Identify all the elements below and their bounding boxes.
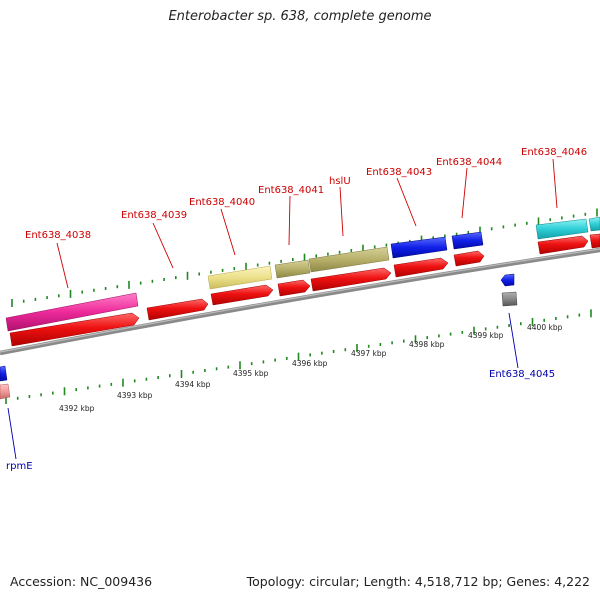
map-title: Enterobacter sp. 638, complete genome — [168, 9, 432, 24]
scale-label: 4397 kbp — [351, 349, 387, 358]
genome-backbone-highlight — [0, 248, 600, 353]
gene-labels-forward: Ent638_4038 Ent638_4039 Ent638_4040 Ent6… — [25, 147, 587, 241]
scale-label: 4400 kbp — [527, 323, 563, 332]
genome-summary: Topology: circular; Length: 4,518,712 bp… — [246, 574, 590, 589]
gene-block[interactable] — [588, 216, 600, 232]
gene-block[interactable] — [308, 246, 390, 273]
cds-arrow[interactable] — [210, 284, 274, 306]
gene-label[interactable]: Ent638_4046 — [521, 147, 587, 158]
gene-block[interactable] — [390, 236, 448, 259]
scale-label: 4395 kbp — [233, 369, 269, 378]
gene-block[interactable] — [535, 218, 589, 240]
gene-block[interactable] — [274, 259, 311, 279]
cds-arrow[interactable] — [146, 298, 209, 321]
cds-arrow[interactable] — [589, 233, 600, 249]
scale-label: 4393 kbp — [117, 391, 153, 400]
gene-block[interactable] — [501, 291, 518, 307]
cds-arrow[interactable] — [393, 257, 449, 278]
gene-label[interactable]: Ent638_4044 — [436, 157, 502, 168]
gene-label[interactable]: Ent638_4043 — [366, 167, 432, 178]
scale-label: 4396 kbp — [292, 359, 328, 368]
cds-arrow[interactable] — [537, 235, 589, 255]
cds-arrow[interactable] — [453, 250, 485, 267]
scale-ticks-upper — [11, 208, 598, 307]
cds-track-forward — [9, 233, 600, 347]
gene-label[interactable]: Ent638_4038 — [25, 230, 91, 241]
gene-label[interactable]: Ent638_4041 — [258, 185, 324, 196]
cds-arrow[interactable] — [9, 312, 140, 347]
gene-track-forward — [5, 216, 600, 332]
scale-label: 4394 kbp — [175, 380, 211, 389]
scale-ticks-lower — [5, 309, 592, 404]
gene-block[interactable] — [207, 265, 273, 290]
accession-label: Accession: NC_009436 — [10, 574, 153, 589]
scale-label: 4398 kbp — [409, 340, 445, 349]
label-leaders — [7, 158, 558, 460]
gene-block[interactable] — [0, 383, 11, 400]
gene-arrow[interactable] — [500, 273, 515, 287]
gene-labels-reverse: Ent638_4045 rpmE — [6, 369, 555, 472]
scale-label: 4399 kbp — [468, 331, 504, 340]
cds-arrow[interactable] — [310, 267, 392, 292]
gene-label[interactable]: hslU — [329, 176, 351, 187]
gene-block[interactable] — [5, 292, 139, 332]
gene-label[interactable]: Ent638_4045 — [489, 369, 555, 380]
gene-block[interactable] — [0, 365, 8, 382]
scale-label: 4392 kbp — [59, 404, 95, 413]
gene-label[interactable]: Ent638_4040 — [189, 197, 255, 208]
gene-label[interactable]: rpmE — [6, 461, 33, 472]
scale-labels: 4392 kbp 4393 kbp 4394 kbp 4395 kbp 4396… — [59, 323, 563, 413]
cds-arrow[interactable] — [277, 279, 311, 297]
gene-label[interactable]: Ent638_4039 — [121, 210, 187, 221]
gene-block[interactable] — [451, 231, 484, 250]
gene-track-reverse — [0, 273, 518, 400]
genome-backbone — [0, 247, 600, 356]
